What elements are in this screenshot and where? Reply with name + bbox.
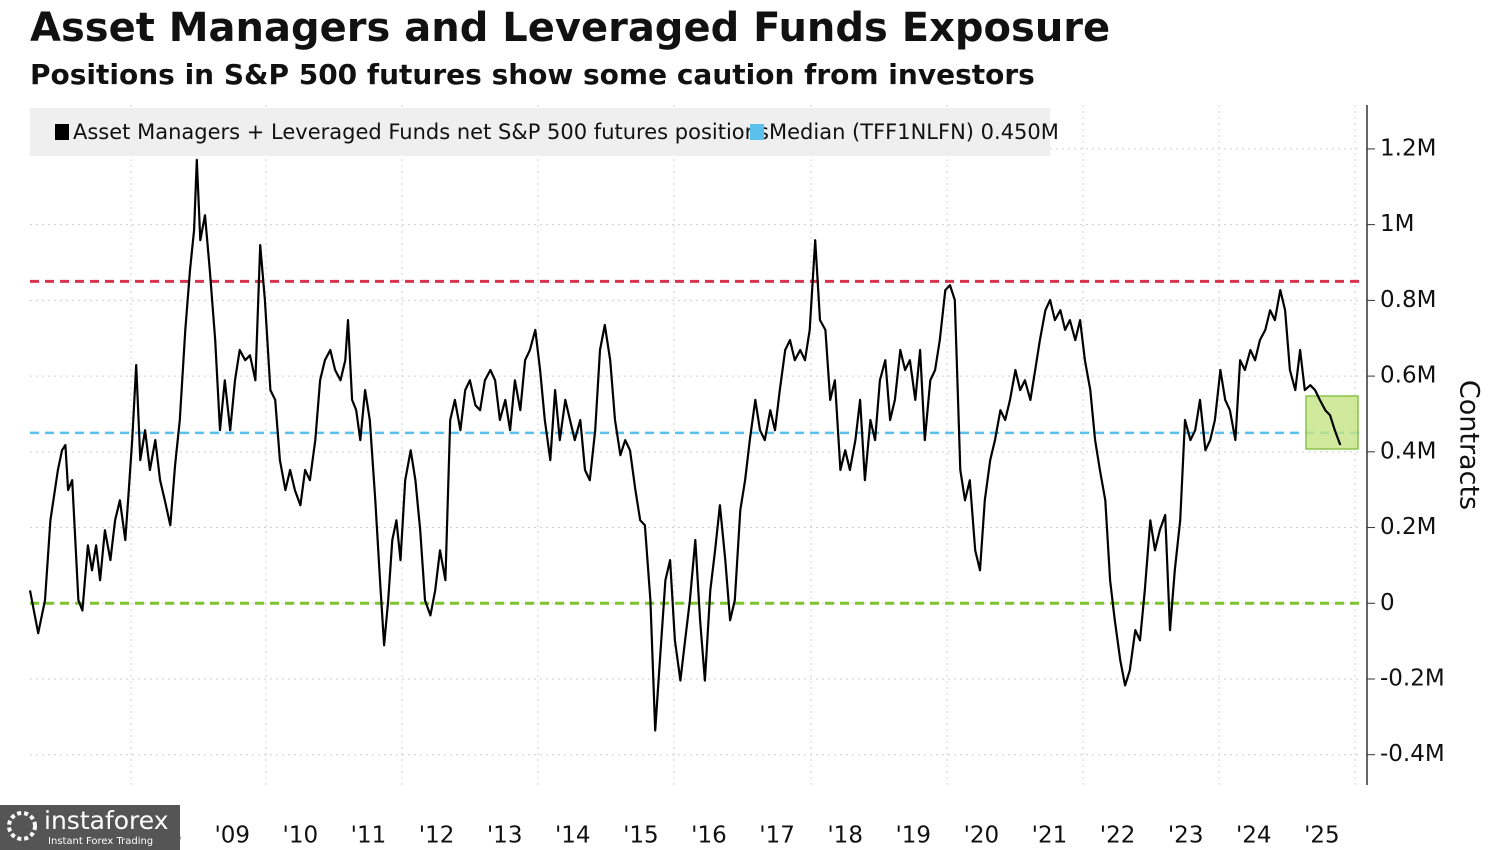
plot bbox=[28, 158, 1342, 732]
x-tick-label: '23 bbox=[1168, 823, 1204, 849]
x-tick-label: '21 bbox=[1032, 823, 1068, 849]
watermark-tagline: Instant Forex Trading bbox=[48, 836, 153, 847]
legend-label: Asset Managers + Leveraged Funds net S&P… bbox=[73, 120, 769, 144]
x-tick-label: '14 bbox=[555, 823, 591, 849]
y-tick-label: 0 bbox=[1380, 590, 1395, 616]
x-tick-label: '13 bbox=[487, 823, 523, 849]
watermark-brand: instaforex bbox=[44, 806, 169, 835]
axes: -0.4M-0.2M00.2M0.4M0.6M0.8M1M1.2M'08'09'… bbox=[146, 135, 1444, 848]
x-tick-label: '15 bbox=[623, 823, 659, 849]
watermark-box bbox=[0, 805, 180, 850]
y-tick-label: -0.2M bbox=[1380, 665, 1445, 691]
watermark-icon bbox=[7, 811, 37, 841]
legend-swatch bbox=[750, 124, 764, 140]
y-tick-label: 0.4M bbox=[1380, 438, 1436, 464]
x-tick-label: '17 bbox=[759, 823, 795, 849]
y-tick-label: 0.6M bbox=[1380, 363, 1436, 389]
y-tick-label: 0.2M bbox=[1380, 514, 1436, 540]
y-tick-label: 1M bbox=[1380, 211, 1414, 237]
x-tick-label: '20 bbox=[964, 823, 1000, 849]
y-tick-label: 1.2M bbox=[1380, 135, 1436, 161]
legend-swatch bbox=[55, 124, 69, 140]
x-tick-label: '24 bbox=[1236, 823, 1272, 849]
y-tick-label: 0.8M bbox=[1380, 287, 1436, 313]
x-tick-label: '22 bbox=[1100, 823, 1136, 849]
x-tick-label: '18 bbox=[827, 823, 863, 849]
legend-label: Median (TFF1NLFN) 0.450M bbox=[769, 120, 1059, 144]
x-tick-label: '09 bbox=[214, 823, 250, 849]
chart-title: Asset Managers and Leveraged Funds Expos… bbox=[30, 5, 1110, 51]
series-line bbox=[28, 158, 1342, 732]
x-tick-label: '25 bbox=[1304, 823, 1340, 849]
y-axis-label: Contracts bbox=[1454, 380, 1485, 510]
x-tick-label: '12 bbox=[419, 823, 455, 849]
grid bbox=[30, 148, 1360, 756]
x-tick-label: '10 bbox=[283, 823, 319, 849]
reference-lines bbox=[30, 279, 1360, 605]
x-tick-label: '19 bbox=[895, 823, 931, 849]
y-tick-label: -0.4M bbox=[1380, 741, 1445, 767]
legend-box bbox=[30, 108, 1050, 156]
x-tick-label: '11 bbox=[351, 823, 387, 849]
x-tick-label: '16 bbox=[691, 823, 727, 849]
chart-subtitle: Positions in S&P 500 futures show some c… bbox=[30, 58, 1035, 91]
